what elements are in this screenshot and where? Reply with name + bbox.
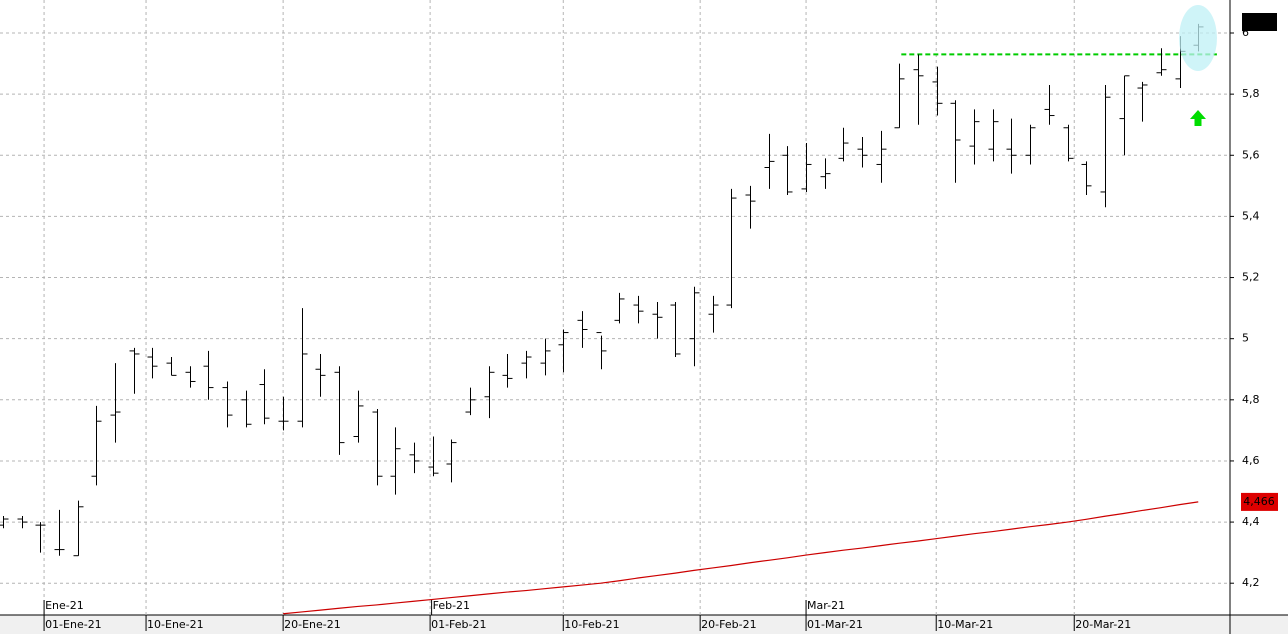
y-tick-label: 5,2 [1242, 271, 1260, 284]
y-tick-label: 5,8 [1242, 87, 1260, 100]
x-tick-label: 01-Feb-21 [431, 618, 486, 631]
x-tick-label: 20-Feb-21 [701, 618, 756, 631]
ma-last-label: 4,466 [1243, 495, 1275, 508]
x-tick-label: 01-Ene-21 [45, 618, 102, 631]
x-tick-label: 10-Ene-21 [147, 618, 204, 631]
y-tick-label: 6 [1242, 26, 1249, 39]
y-tick-label: 4,4 [1242, 515, 1260, 528]
y-tick-label: 5,6 [1242, 148, 1260, 161]
x-tick-label: 10-Feb-21 [564, 618, 619, 631]
month-label: Feb-21 [433, 599, 470, 612]
y-tick-label: 5,4 [1242, 209, 1260, 222]
month-label: Ene-21 [45, 599, 84, 612]
month-label: Mar-21 [807, 599, 845, 612]
x-tick-label: 10-Mar-21 [937, 618, 993, 631]
overlay: 4,466 [1241, 492, 1278, 511]
up-arrow [1190, 110, 1206, 126]
x-tick-label: 01-Mar-21 [807, 618, 863, 631]
y-tick-label: 4,2 [1242, 576, 1260, 589]
x-tick-label: 20-Mar-21 [1075, 618, 1131, 631]
y-tick-label: 4,6 [1242, 454, 1260, 467]
ma-last-box [1241, 492, 1278, 511]
y-tick-label: 5 [1242, 332, 1249, 345]
y-tick-label: 4,8 [1242, 393, 1260, 406]
highlight-ellipse [1179, 5, 1217, 71]
moving-average-line [283, 501, 1199, 615]
x-axis-strip [0, 615, 1288, 634]
x-tick-label: 20-Ene-21 [284, 618, 341, 631]
last-price-box [1242, 13, 1277, 31]
plot: 4,2 4,4 4,6 4,8 5 5,2 5,4 5,6 5,8 6 01-Ene-21 10-En… [0, 0, 1260, 631]
